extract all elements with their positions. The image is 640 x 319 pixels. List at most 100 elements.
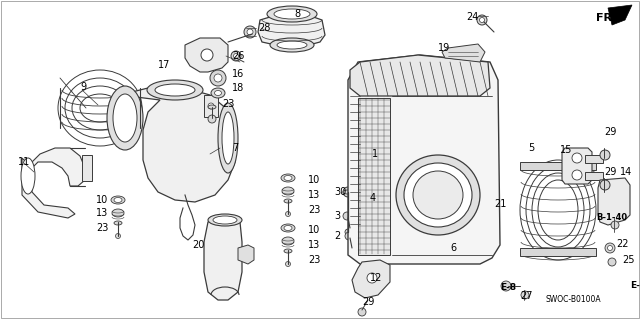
Ellipse shape — [214, 74, 222, 82]
Ellipse shape — [282, 237, 294, 245]
Text: FR.: FR. — [596, 13, 616, 23]
Ellipse shape — [21, 158, 35, 194]
Polygon shape — [350, 55, 490, 96]
Ellipse shape — [114, 221, 122, 225]
Ellipse shape — [396, 155, 480, 235]
Circle shape — [572, 170, 582, 180]
Text: 23: 23 — [222, 99, 234, 109]
Ellipse shape — [284, 199, 292, 203]
Circle shape — [477, 15, 487, 25]
Ellipse shape — [413, 171, 463, 219]
Text: 1: 1 — [372, 149, 378, 159]
Text: 24: 24 — [466, 12, 478, 22]
Polygon shape — [120, 88, 235, 202]
Bar — [520, 248, 596, 256]
Circle shape — [343, 187, 353, 197]
Ellipse shape — [267, 6, 317, 22]
Polygon shape — [348, 55, 500, 264]
Polygon shape — [204, 218, 242, 300]
Text: E-8: E-8 — [500, 284, 516, 293]
Ellipse shape — [210, 70, 226, 86]
Ellipse shape — [113, 94, 137, 142]
Ellipse shape — [213, 216, 237, 224]
Ellipse shape — [214, 91, 221, 95]
Polygon shape — [258, 14, 325, 46]
Circle shape — [345, 229, 351, 235]
Ellipse shape — [277, 41, 307, 49]
Circle shape — [208, 103, 214, 109]
Circle shape — [479, 18, 484, 23]
Text: 8: 8 — [294, 9, 300, 19]
Polygon shape — [22, 148, 85, 218]
Ellipse shape — [211, 88, 225, 98]
Ellipse shape — [208, 105, 216, 109]
Polygon shape — [238, 245, 254, 264]
Text: 6: 6 — [450, 243, 456, 253]
Circle shape — [201, 49, 213, 61]
Ellipse shape — [107, 86, 143, 150]
Circle shape — [345, 232, 353, 240]
Text: 18: 18 — [232, 83, 244, 93]
Text: 9: 9 — [80, 82, 86, 92]
Text: 17: 17 — [158, 60, 170, 70]
Text: SWOC-B0100A: SWOC-B0100A — [545, 295, 600, 305]
Text: 12: 12 — [370, 273, 382, 283]
Text: 21: 21 — [494, 199, 506, 209]
Ellipse shape — [270, 38, 314, 52]
Circle shape — [600, 180, 610, 190]
Text: 13: 13 — [308, 240, 320, 250]
Polygon shape — [608, 5, 632, 25]
Text: 5: 5 — [528, 143, 534, 153]
Ellipse shape — [114, 197, 122, 203]
Ellipse shape — [284, 226, 292, 231]
Circle shape — [285, 211, 291, 217]
Ellipse shape — [520, 160, 596, 260]
Circle shape — [234, 54, 239, 58]
Bar — [520, 162, 596, 170]
Text: 10: 10 — [96, 195, 108, 205]
Ellipse shape — [155, 84, 195, 96]
Polygon shape — [358, 98, 390, 255]
Ellipse shape — [274, 9, 310, 19]
Text: 25: 25 — [622, 255, 634, 265]
Polygon shape — [352, 260, 390, 298]
Circle shape — [608, 258, 616, 266]
Bar — [204, 95, 218, 117]
Circle shape — [367, 273, 377, 283]
Circle shape — [343, 212, 351, 220]
Text: 2: 2 — [334, 231, 340, 241]
Text: E-1: E-1 — [630, 281, 640, 291]
Text: 16: 16 — [232, 69, 244, 79]
Circle shape — [521, 291, 529, 299]
Text: 13: 13 — [308, 190, 320, 200]
Text: 3: 3 — [334, 211, 340, 221]
Polygon shape — [185, 38, 228, 72]
Text: 23: 23 — [96, 223, 108, 233]
Text: 13: 13 — [96, 208, 108, 218]
Circle shape — [208, 115, 216, 123]
Ellipse shape — [284, 249, 292, 253]
Text: 26: 26 — [232, 51, 244, 61]
Ellipse shape — [404, 163, 472, 227]
Circle shape — [605, 243, 615, 253]
Circle shape — [231, 51, 241, 61]
Circle shape — [572, 153, 582, 163]
Circle shape — [115, 234, 120, 239]
Circle shape — [285, 262, 291, 266]
Text: 29: 29 — [362, 297, 374, 307]
Polygon shape — [562, 148, 592, 184]
Ellipse shape — [282, 187, 294, 195]
Ellipse shape — [281, 224, 295, 232]
Polygon shape — [442, 44, 485, 62]
Circle shape — [358, 308, 366, 316]
Circle shape — [600, 150, 610, 160]
Ellipse shape — [281, 174, 295, 182]
Ellipse shape — [112, 209, 124, 217]
Text: B-1-40: B-1-40 — [596, 213, 627, 222]
Text: 23: 23 — [308, 255, 321, 265]
Text: 23: 23 — [308, 205, 321, 215]
Text: 15: 15 — [560, 145, 572, 155]
Circle shape — [611, 221, 619, 229]
Circle shape — [607, 246, 612, 250]
Ellipse shape — [58, 70, 142, 146]
